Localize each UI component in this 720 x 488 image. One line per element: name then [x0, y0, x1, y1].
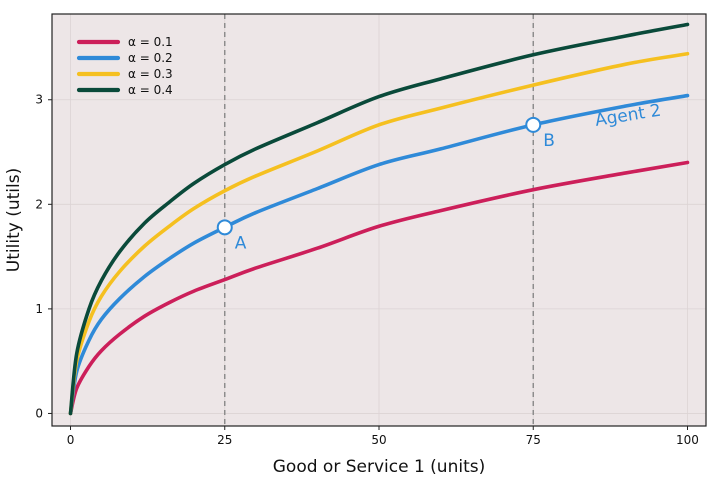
x-tick-label: 50: [371, 433, 386, 447]
point-b-label: B: [543, 131, 555, 151]
x-tick-label: 75: [526, 433, 541, 447]
point-a-marker: [216, 219, 233, 236]
y-tick-label: 3: [35, 93, 43, 107]
legend-label-2: α = 0.2: [128, 51, 173, 65]
vertical-reference-lines: [224, 14, 534, 426]
series-line-4: [68, 22, 690, 416]
legend-label-4: α = 0.4: [128, 83, 173, 97]
legend-label-1: α = 0.1: [128, 35, 173, 49]
x-tick-label: 0: [67, 433, 75, 447]
y-tick-label: 2: [35, 197, 43, 211]
point-b-marker: [525, 116, 542, 133]
point-a-label: A: [235, 233, 247, 253]
series-line-1: [68, 160, 690, 416]
legend: α = 0.1 α = 0.2 α = 0.3 α = 0.4: [76, 35, 173, 97]
y-tick-label: 0: [35, 406, 43, 420]
x-tick-label: 25: [217, 433, 232, 447]
series-lines: [68, 22, 690, 416]
x-axis-label: Good or Service 1 (units): [273, 457, 485, 477]
x-tick-label: 100: [676, 433, 699, 447]
axis-ticks: 0 25 50 75 100 0 1 2 3: [35, 93, 699, 447]
series-line-3: [68, 51, 690, 416]
y-axis-label: Utility (utils): [4, 168, 24, 272]
y-tick-label: 1: [35, 302, 43, 316]
legend-label-3: α = 0.3: [128, 67, 173, 81]
